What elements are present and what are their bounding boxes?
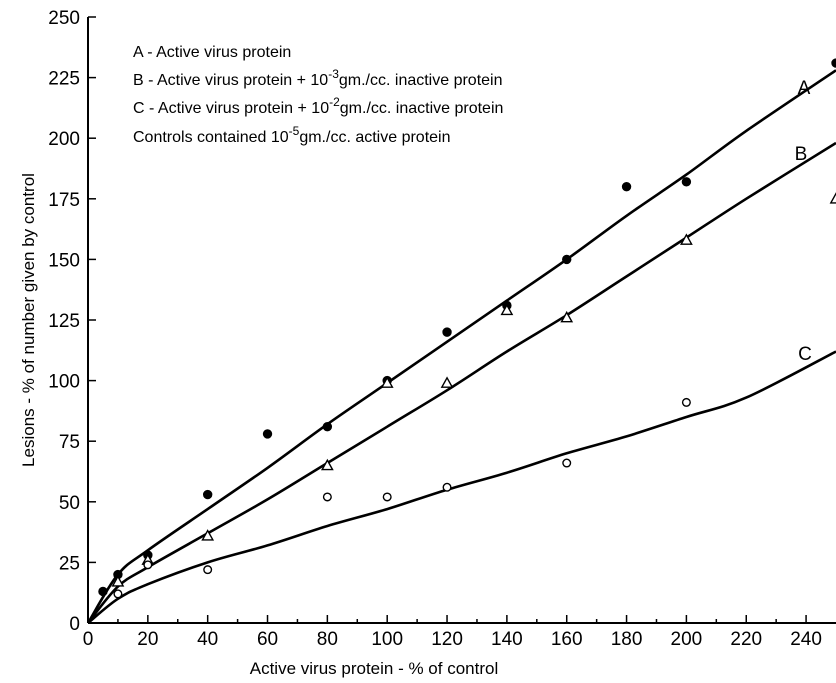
point-a: [562, 254, 572, 265]
y-tick-label: 150: [48, 250, 80, 271]
point-c: [113, 589, 123, 599]
legend-entry: B - Active virus protein + 10-3gm./cc. i…: [133, 67, 503, 89]
y-tick-label: 25: [59, 553, 80, 574]
y-tick-label: 50: [59, 493, 80, 514]
legend-entry: C - Active virus protein + 10-2gm./cc. i…: [133, 95, 503, 117]
y-tick-label: 0: [69, 614, 80, 635]
x-axis-label: Active virus protein - % of control: [250, 659, 498, 678]
point-a: [621, 181, 632, 192]
point-c: [681, 397, 691, 407]
data-points: [98, 58, 836, 599]
point-b: [111, 575, 125, 587]
point-a: [442, 327, 452, 337]
x-tick-label: 20: [137, 629, 158, 650]
legend: A - Active virus protein B - Active virus…: [133, 44, 503, 146]
point-a: [831, 58, 836, 68]
curves: [86, 69, 836, 625]
x-tick-label: 100: [371, 629, 403, 650]
x-tick-label: 0: [83, 629, 94, 650]
x-tick-label: 60: [257, 629, 278, 650]
point-c: [562, 458, 572, 468]
point-a: [262, 429, 273, 439]
x-tick-label: 140: [491, 629, 523, 650]
curve-b: [86, 141, 836, 624]
y-tick-label: 200: [48, 129, 80, 150]
point-a: [98, 586, 108, 597]
axis-labels: Active virus protein - % of control Lesi…: [19, 173, 498, 678]
point-c: [143, 560, 153, 570]
curve-a: [86, 69, 836, 624]
y-tick-label: 75: [59, 432, 80, 453]
point-b: [829, 192, 836, 204]
y-tick-label: 250: [48, 8, 80, 29]
x-tick-label: 240: [790, 629, 822, 650]
y-tick-label: 125: [48, 311, 80, 332]
point-b: [201, 529, 215, 541]
x-tick-label: 180: [611, 629, 643, 650]
y-axis-label: Lesions - % of number given by control: [19, 173, 38, 467]
y-tick-label: 100: [48, 372, 80, 393]
x-tick-label: 80: [317, 629, 338, 650]
y-tick-label: 175: [48, 190, 80, 211]
ticks: 0 20 40 60 80 100 120 140 160 180 200 220 240 0 25 50 75…: [48, 8, 822, 650]
point-b: [320, 458, 334, 471]
y-tick-label: 225: [48, 69, 80, 90]
point-b: [380, 376, 394, 388]
x-tick-label: 160: [551, 629, 583, 650]
point-b: [680, 233, 693, 245]
curve-label-c: C: [798, 344, 812, 365]
x-tick-label: 200: [671, 629, 703, 650]
point-c: [203, 565, 213, 575]
legend-entry: Controls contained 10-5gm./cc. active pr…: [133, 124, 451, 146]
x-tick-label: 120: [431, 629, 463, 650]
legend-entry: A - Active virus protein: [133, 44, 291, 61]
point-a: [681, 177, 692, 187]
point-c: [382, 492, 392, 502]
x-tick-label: 40: [197, 629, 218, 650]
point-b: [440, 376, 454, 388]
curve-c: [87, 350, 836, 625]
x-tick-label: 220: [730, 629, 762, 650]
curve-label-b: B: [795, 144, 808, 165]
curve-labels: A B C: [795, 78, 812, 365]
point-c: [442, 482, 452, 492]
point-a: [322, 421, 333, 432]
point-c: [322, 492, 332, 502]
point-a: [202, 489, 213, 500]
point-b: [500, 303, 514, 316]
point-b: [560, 310, 574, 323]
curve-label-a: A: [798, 78, 811, 99]
